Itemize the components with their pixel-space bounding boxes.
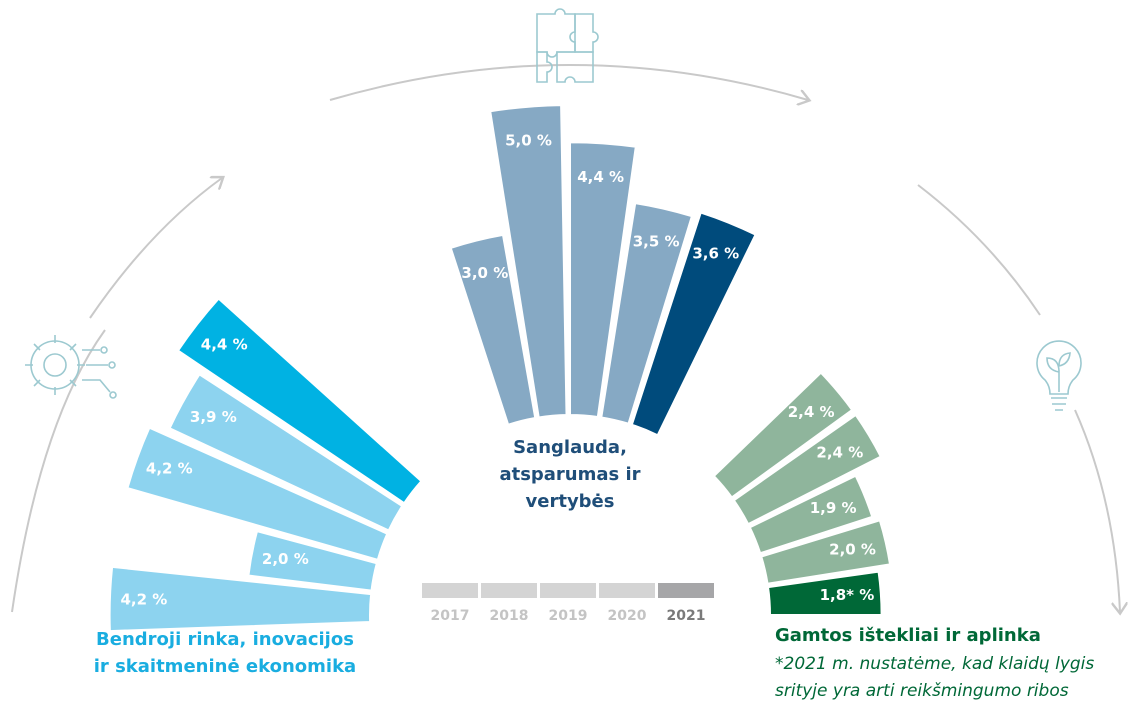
bar	[247, 529, 379, 592]
value-label: 5,0 %	[505, 131, 552, 149]
gear-icon	[25, 335, 117, 399]
arc-arrow	[89, 178, 222, 319]
bar	[489, 104, 568, 419]
group-name: Gamtos ištekliai ir aplinka	[775, 625, 1041, 646]
value-label: 4,4 %	[577, 168, 624, 186]
legend-label: 2017	[431, 608, 470, 624]
value-label: 3,9 %	[190, 408, 237, 426]
puzzle-icon	[536, 8, 599, 83]
bar	[569, 141, 637, 419]
legend-swatch	[658, 583, 714, 598]
value-label: 3,5 %	[633, 232, 680, 250]
bar	[732, 413, 883, 526]
decoration	[11, 8, 1120, 613]
group-name: vertybės	[526, 491, 615, 512]
bar	[600, 201, 694, 425]
bar	[712, 371, 854, 499]
labels: 4,2 % 2,0 % 4,2 % 3,9 % 4,4 % 3,0 % 5,0 % 4,4 %…	[94, 131, 1095, 701]
value-label: 2,0 %	[262, 550, 309, 568]
arc-arrow	[329, 64, 808, 100]
bar	[760, 519, 892, 585]
bar	[748, 474, 874, 555]
bar	[449, 233, 537, 427]
legend-label: 2019	[549, 608, 588, 624]
value-label: 2,4 %	[788, 403, 835, 421]
bar	[176, 297, 423, 505]
group-name: atsparumas ir	[499, 464, 640, 485]
bars	[108, 104, 892, 633]
value-label: 4,2 %	[146, 460, 193, 478]
legend-label: 2018	[490, 608, 529, 624]
value-label: 2,0 %	[829, 540, 876, 558]
group-name: Bendroji rinka, inovacijos	[96, 629, 354, 650]
legend-label: 2020	[608, 608, 647, 624]
legend-swatch	[481, 583, 537, 598]
value-label: 1,8* %	[820, 586, 875, 604]
bar	[766, 570, 883, 616]
legend-swatch	[540, 583, 596, 598]
bar	[630, 211, 757, 437]
value-label: 4,4 %	[201, 335, 248, 353]
footnote: *2021 m. nustatėme, kad klaidų lygis	[775, 654, 1094, 674]
arc	[917, 184, 1041, 316]
arc	[11, 329, 106, 613]
value-label: 2,4 %	[816, 443, 863, 461]
legend-swatch	[422, 583, 478, 598]
value-label: 3,6 %	[692, 245, 739, 263]
group-name: ir skaitmeninė ekonomika	[94, 656, 356, 677]
bar	[168, 372, 404, 532]
value-label: 4,2 %	[120, 591, 167, 609]
bulb-icon	[1036, 340, 1082, 411]
bar	[108, 565, 373, 633]
legend-label: 2021	[667, 608, 706, 624]
bar	[126, 426, 389, 562]
group-name: Sanglauda,	[513, 437, 627, 458]
value-label: 3,0 %	[461, 264, 508, 282]
footnote: srityje yra arti reikšmingumo ribos	[775, 681, 1069, 701]
legend-swatch	[599, 583, 655, 598]
arc-arrow	[1074, 409, 1120, 612]
value-label: 1,9 %	[810, 499, 857, 517]
